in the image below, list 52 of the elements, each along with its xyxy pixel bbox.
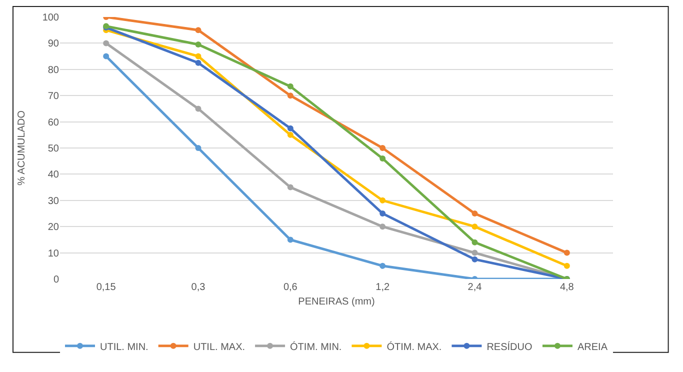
point [380, 197, 386, 204]
x-tick-label: 1,2 [376, 282, 390, 293]
point [472, 250, 478, 256]
point [195, 27, 202, 34]
point [380, 145, 386, 151]
point [287, 83, 294, 90]
point [287, 236, 294, 243]
legend-label: ÓTIM. MIN. [290, 340, 342, 353]
y-axis-title: % ACUMULADO [16, 110, 28, 186]
x-tick-label: 0,15 [96, 282, 116, 293]
legend-label: AREIA [577, 342, 608, 353]
y-tick-label: 30 [48, 196, 60, 207]
y-tick-label: 70 [48, 91, 60, 102]
legend-label: UTIL. MAX. [193, 342, 246, 353]
y-tick-label: 50 [48, 144, 60, 154]
y-tick-label: 80 [48, 64, 60, 76]
legend-label: UTIL. MIN. [100, 342, 148, 353]
point [380, 262, 386, 269]
y-tick-label: 40 [48, 170, 60, 181]
point [195, 42, 202, 48]
point [472, 239, 478, 246]
x-tick-label: 0,3 [191, 282, 206, 293]
point [195, 60, 202, 66]
y-tick-label: 60 [48, 117, 60, 128]
point [195, 53, 202, 60]
point [103, 40, 110, 46]
x-tick-label: 4,8 [560, 282, 574, 293]
y-tick-label: 100 [42, 12, 60, 24]
y-tick-label: 90 [48, 38, 60, 50]
point [472, 256, 478, 262]
point [380, 224, 386, 230]
point [195, 145, 202, 151]
y-tick-label: 20 [48, 222, 60, 234]
legend-label: RESÍDUO [486, 340, 532, 353]
point [195, 106, 202, 112]
point [287, 184, 294, 190]
x-axis-title: PENEIRAS (mm) [298, 296, 375, 308]
point [103, 53, 110, 60]
point [287, 132, 294, 138]
y-tick-label: 10 [48, 248, 60, 260]
legend-label: ÓTIM. MAX. [386, 340, 442, 353]
point [380, 155, 386, 162]
point [380, 210, 386, 216]
point [287, 125, 294, 132]
x-tick-label: 0,6 [283, 282, 298, 293]
point [472, 210, 478, 216]
x-tick-label: 2,4 [468, 282, 482, 293]
point [564, 250, 570, 256]
point [287, 92, 294, 99]
point [564, 262, 570, 269]
y-tick-label: 0 [53, 274, 60, 286]
point [472, 224, 478, 230]
